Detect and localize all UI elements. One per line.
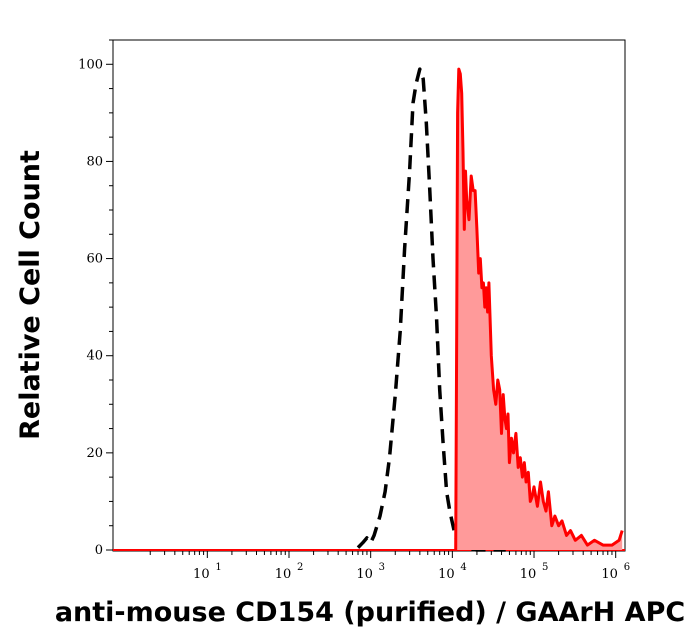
x-tick-label: 10: [520, 567, 537, 582]
y-tick-label: 20: [86, 446, 103, 461]
x-tick-exponent: 1: [215, 562, 221, 573]
y-tick-label: 40: [86, 349, 103, 364]
x-tick-exponent: 6: [624, 562, 630, 573]
y-tick-label: 60: [86, 252, 103, 267]
x-tick-label: 10: [275, 567, 292, 582]
x-tick-label: 10: [438, 567, 455, 582]
y-tick-label: 80: [86, 154, 103, 169]
y-axis-title: Relative Cell Count: [15, 150, 46, 440]
y-tick-label: 0: [95, 543, 103, 558]
x-tick-exponent: 2: [297, 562, 303, 573]
x-tick-exponent: 5: [542, 562, 548, 573]
series-layer: [113, 67, 625, 552]
x-tick-label: 10: [193, 567, 210, 582]
series-0-line: [356, 67, 506, 552]
x-tick-label: 10: [356, 567, 373, 582]
plot-frame: [112, 39, 626, 552]
x-tick-exponent: 4: [460, 562, 466, 573]
series-1-fill: [455, 69, 623, 550]
series-1-line: [454, 67, 624, 551]
x-axis-title: anti-mouse CD154 (purified) / GAArH APC: [55, 597, 685, 628]
x-axis: 10 1 10 2 10 3 10 4 10 5 10 6: [149, 551, 630, 582]
x-tick-label: 10: [601, 567, 618, 582]
x-tick-exponent: 3: [379, 562, 385, 573]
y-axis: 0 20 40 60 80 100: [78, 39, 113, 558]
y-tick-label: 100: [78, 57, 103, 72]
